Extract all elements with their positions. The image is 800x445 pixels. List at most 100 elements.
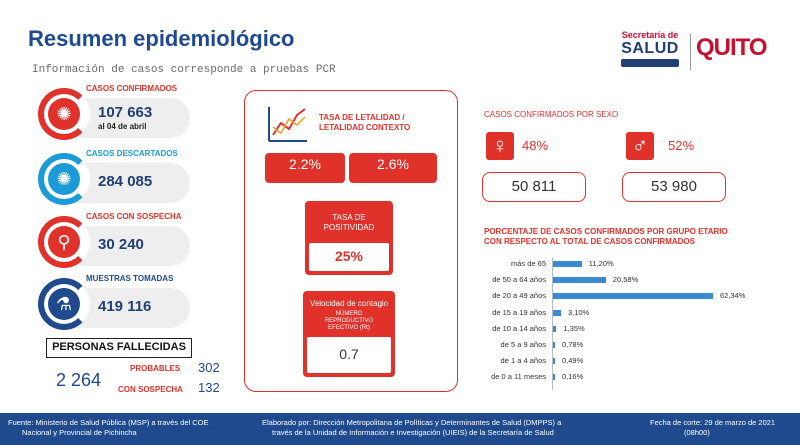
age-bar xyxy=(553,374,555,381)
age-bar xyxy=(553,358,555,365)
footer-elaborado-line2: través de la Unidad de Información e Inv… xyxy=(272,428,554,437)
age-value-label: 3,10% xyxy=(567,307,590,317)
age-value-label: 11,20% xyxy=(588,259,614,268)
footer-corte-line2: (08h00) xyxy=(684,428,710,437)
salud-logo-line1: Secretaría de xyxy=(621,30,679,40)
age-value-label: 0,16% xyxy=(562,372,584,382)
stat-label: MUESTRAS TOMADAS xyxy=(86,274,174,283)
letalidad-box: 2.2% xyxy=(265,153,345,183)
quito-logo: QUITO xyxy=(696,34,768,62)
logo-divider xyxy=(690,34,691,70)
age-category-label: de 50 a 64 años xyxy=(492,275,546,285)
contagio-value: 0.7 xyxy=(307,337,391,373)
stat-value: 30 240 xyxy=(98,236,144,253)
edad-title-line1: PORCENTAJE DE CASOS CONFIRMADOS POR GRUP… xyxy=(484,227,728,236)
age-category-label: más de 65 xyxy=(510,259,546,268)
age-category-label: de 0 a 11 meses xyxy=(491,372,546,382)
age-bar xyxy=(553,325,557,332)
letalidad-contexto-value: 2.6% xyxy=(377,156,409,172)
virus-icon: ✺ xyxy=(48,98,80,130)
stat-ring xyxy=(38,216,90,268)
contagio-title: Velocidad de contagio xyxy=(309,299,389,308)
edad-title-line2: CON RESPECTO AL TOTAL DE CASOS CONFIRMAD… xyxy=(484,237,695,246)
letalidad-title: TASA DE LETALIDAD / LETALIDAD CONTEXTO xyxy=(319,113,410,133)
line-chart-icon xyxy=(268,107,307,142)
positividad-title-line2: POSITIVIDAD xyxy=(323,223,375,232)
female-value: 50 811 xyxy=(482,172,586,202)
salud-logo-ribbon xyxy=(621,59,679,67)
footer-elaborado: Elaborado por: Dirección Metropolitana d… xyxy=(262,418,561,438)
contagio-subtitle: NÚMERO REPRODUCTIVO EFECTIVO (Rt) xyxy=(303,311,395,332)
con-sospecha-value: 132 xyxy=(198,380,220,395)
virus-icon: ✺ xyxy=(48,163,80,195)
probables-label: PROBABLES xyxy=(130,364,181,373)
female-pct: 48% xyxy=(522,138,549,153)
age-category-label: de 20 a 49 años xyxy=(492,291,546,301)
quito-logo-text: QUITO xyxy=(696,34,768,61)
salud-logo-line2: SALUD xyxy=(621,40,679,57)
age-value-label: 0,49% xyxy=(562,356,584,366)
age-value-label: 1,35% xyxy=(563,323,585,333)
stat-note: al 04 de abril xyxy=(98,122,147,131)
letalidad-title-line1: TASA DE LETALIDAD / xyxy=(319,113,405,122)
footer-elaborado-line1: Elaborado por: Dirección Metropolitana d… xyxy=(262,418,562,427)
stat-ring xyxy=(38,153,90,205)
contagio-sub-line1: NÚMERO xyxy=(335,311,363,317)
letalidad-value: 2.2% xyxy=(289,156,321,172)
footer-fuente-line2: Nacional y Provincial de Pichincha xyxy=(22,428,137,437)
age-bar xyxy=(553,293,713,300)
stat-value: 419 116 xyxy=(98,298,152,315)
letalidad-title-line2: LETALIDAD CONTEXTO xyxy=(319,123,411,132)
page-subtitle: Información de casos corresponde a prueb… xyxy=(32,64,336,76)
search-virus-icon: ⚲ xyxy=(48,226,80,258)
age-value-label: 0,78% xyxy=(562,340,584,349)
positividad-box: TASA DE POSITIVIDAD 25% xyxy=(305,201,393,275)
stat-label: CASOS CONFIRMADOS xyxy=(86,84,178,93)
edad-title: PORCENTAJE DE CASOS CONFIRMADOS POR GRUP… xyxy=(484,227,784,247)
fallecidas-title: PERSONAS FALLECIDAS xyxy=(46,338,192,358)
letalidad-contexto-box: 2.6% xyxy=(349,153,437,183)
footer-corte-line1: Fecha de corte: 29 de marzo de 2021 xyxy=(650,418,776,427)
salud-logo: Secretaría de SALUD xyxy=(612,30,688,72)
stat-value: 107 663 xyxy=(98,104,153,121)
con-sospecha-label: CON SOSPECHA xyxy=(118,385,183,394)
female-icon: ♀ xyxy=(486,132,514,160)
contagio-sub-line3: EFECTIVO (Rt) xyxy=(328,325,370,331)
footer: Fuente: Ministerio de Salud Pública (MSP… xyxy=(0,413,800,445)
stat-label: CASOS DESCARTADOS xyxy=(86,149,178,158)
stat-muestras: ⚗ MUESTRAS TOMADAS 419 116 xyxy=(38,274,190,330)
stat-ring xyxy=(38,278,90,330)
age-category-label: de 1 a 4 años xyxy=(500,356,546,366)
contagio-sub-line2: REPRODUCTIVO xyxy=(324,318,374,324)
footer-fuente-line1: Fuente: Ministerio de Salud Pública (MSP… xyxy=(8,418,209,427)
age-category-label: de 15 a 19 años xyxy=(492,307,546,317)
positividad-title: TASA DE POSITIVIDAD xyxy=(305,213,393,233)
positividad-title-line1: TASA DE xyxy=(332,213,366,222)
center-panel: TASA DE LETALIDAD / LETALIDAD CONTEXTO 2… xyxy=(244,90,458,392)
age-chart-axis xyxy=(552,258,553,390)
fallecidas-total: 2 264 xyxy=(56,370,102,390)
test-tube-icon: ⚗ xyxy=(48,288,80,320)
probables-value: 302 xyxy=(198,360,220,375)
age-category-label: de 5 a 9 años xyxy=(500,340,546,349)
stat-sospecha: ⚲ CASOS CON SOSPECHA 30 240 xyxy=(38,212,190,268)
age-bar xyxy=(553,261,582,267)
male-pct: 52% xyxy=(668,138,695,153)
age-value-label: 20,58% xyxy=(612,275,639,285)
positividad-value: 25% xyxy=(309,243,389,271)
stat-value: 284 085 xyxy=(98,173,153,190)
page-title: Resumen epidemiológico xyxy=(28,26,295,51)
male-icon: ♂ xyxy=(626,132,654,160)
age-bar xyxy=(553,342,555,348)
footer-fuente: Fuente: Ministerio de Salud Pública (MSP… xyxy=(8,418,209,438)
stat-confirmados: ✺ CASOS CONFIRMADOS 107 663 al 04 de abr… xyxy=(38,84,190,140)
age-bar xyxy=(553,309,561,316)
age-category-label: de 10 a 14 años xyxy=(492,323,546,333)
stat-label: CASOS CON SOSPECHA xyxy=(86,212,182,221)
footer-corte: Fecha de corte: 29 de marzo de 2021 (08h… xyxy=(650,418,775,438)
male-value: 53 980 xyxy=(622,172,726,202)
sexo-title: CASOS CONFIRMADOS POR SEXO xyxy=(484,110,619,119)
age-bar xyxy=(553,277,606,284)
age-value-label: 62,34% xyxy=(720,291,746,301)
stat-descartados: ✺ CASOS DESCARTADOS 284 085 xyxy=(38,149,190,205)
